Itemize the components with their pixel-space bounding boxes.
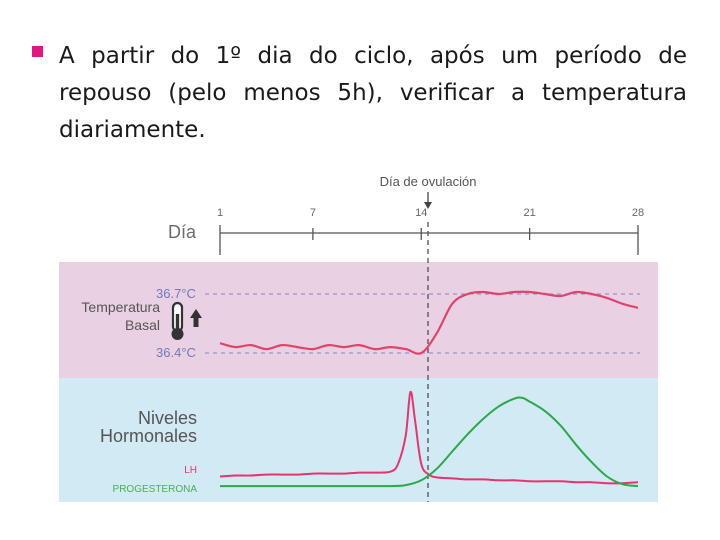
day-tick-label: 1: [217, 207, 223, 219]
day-axis-ticks: 1 7 14 21 28: [217, 207, 644, 255]
lh-label: LH: [184, 465, 197, 476]
lh-line: [219, 390, 639, 485]
square-bullet-icon: [32, 46, 43, 57]
hormone-label-line1: Niveles: [138, 408, 197, 428]
day-tick-label: 21: [524, 207, 536, 219]
progesterone-label: PROGESTERONA: [113, 484, 198, 495]
temp-label-line2: Basal: [125, 317, 160, 333]
day-tick-label: 14: [415, 207, 427, 219]
thermometer-up-icon: [171, 301, 202, 340]
temperature-band: [59, 262, 658, 378]
day-tick-label: 28: [632, 207, 644, 219]
temperature-line: [219, 290, 639, 355]
temp-label-line1: Temperatura: [81, 299, 160, 315]
temp-high-label: 36.7°C: [156, 286, 196, 301]
temp-low-label: 36.4°C: [156, 345, 196, 360]
ovulation-arrow-head: [424, 202, 432, 209]
ovulation-label: Día de ovulación: [380, 174, 477, 189]
progesterone-line: [219, 396, 639, 488]
day-axis-label: Día: [168, 222, 197, 242]
day-tick-label: 7: [310, 207, 316, 219]
bullet-text: A partir do 1º dia do ciclo, após um per…: [59, 43, 687, 143]
hormone-label-line2: Hormonales: [100, 426, 197, 446]
